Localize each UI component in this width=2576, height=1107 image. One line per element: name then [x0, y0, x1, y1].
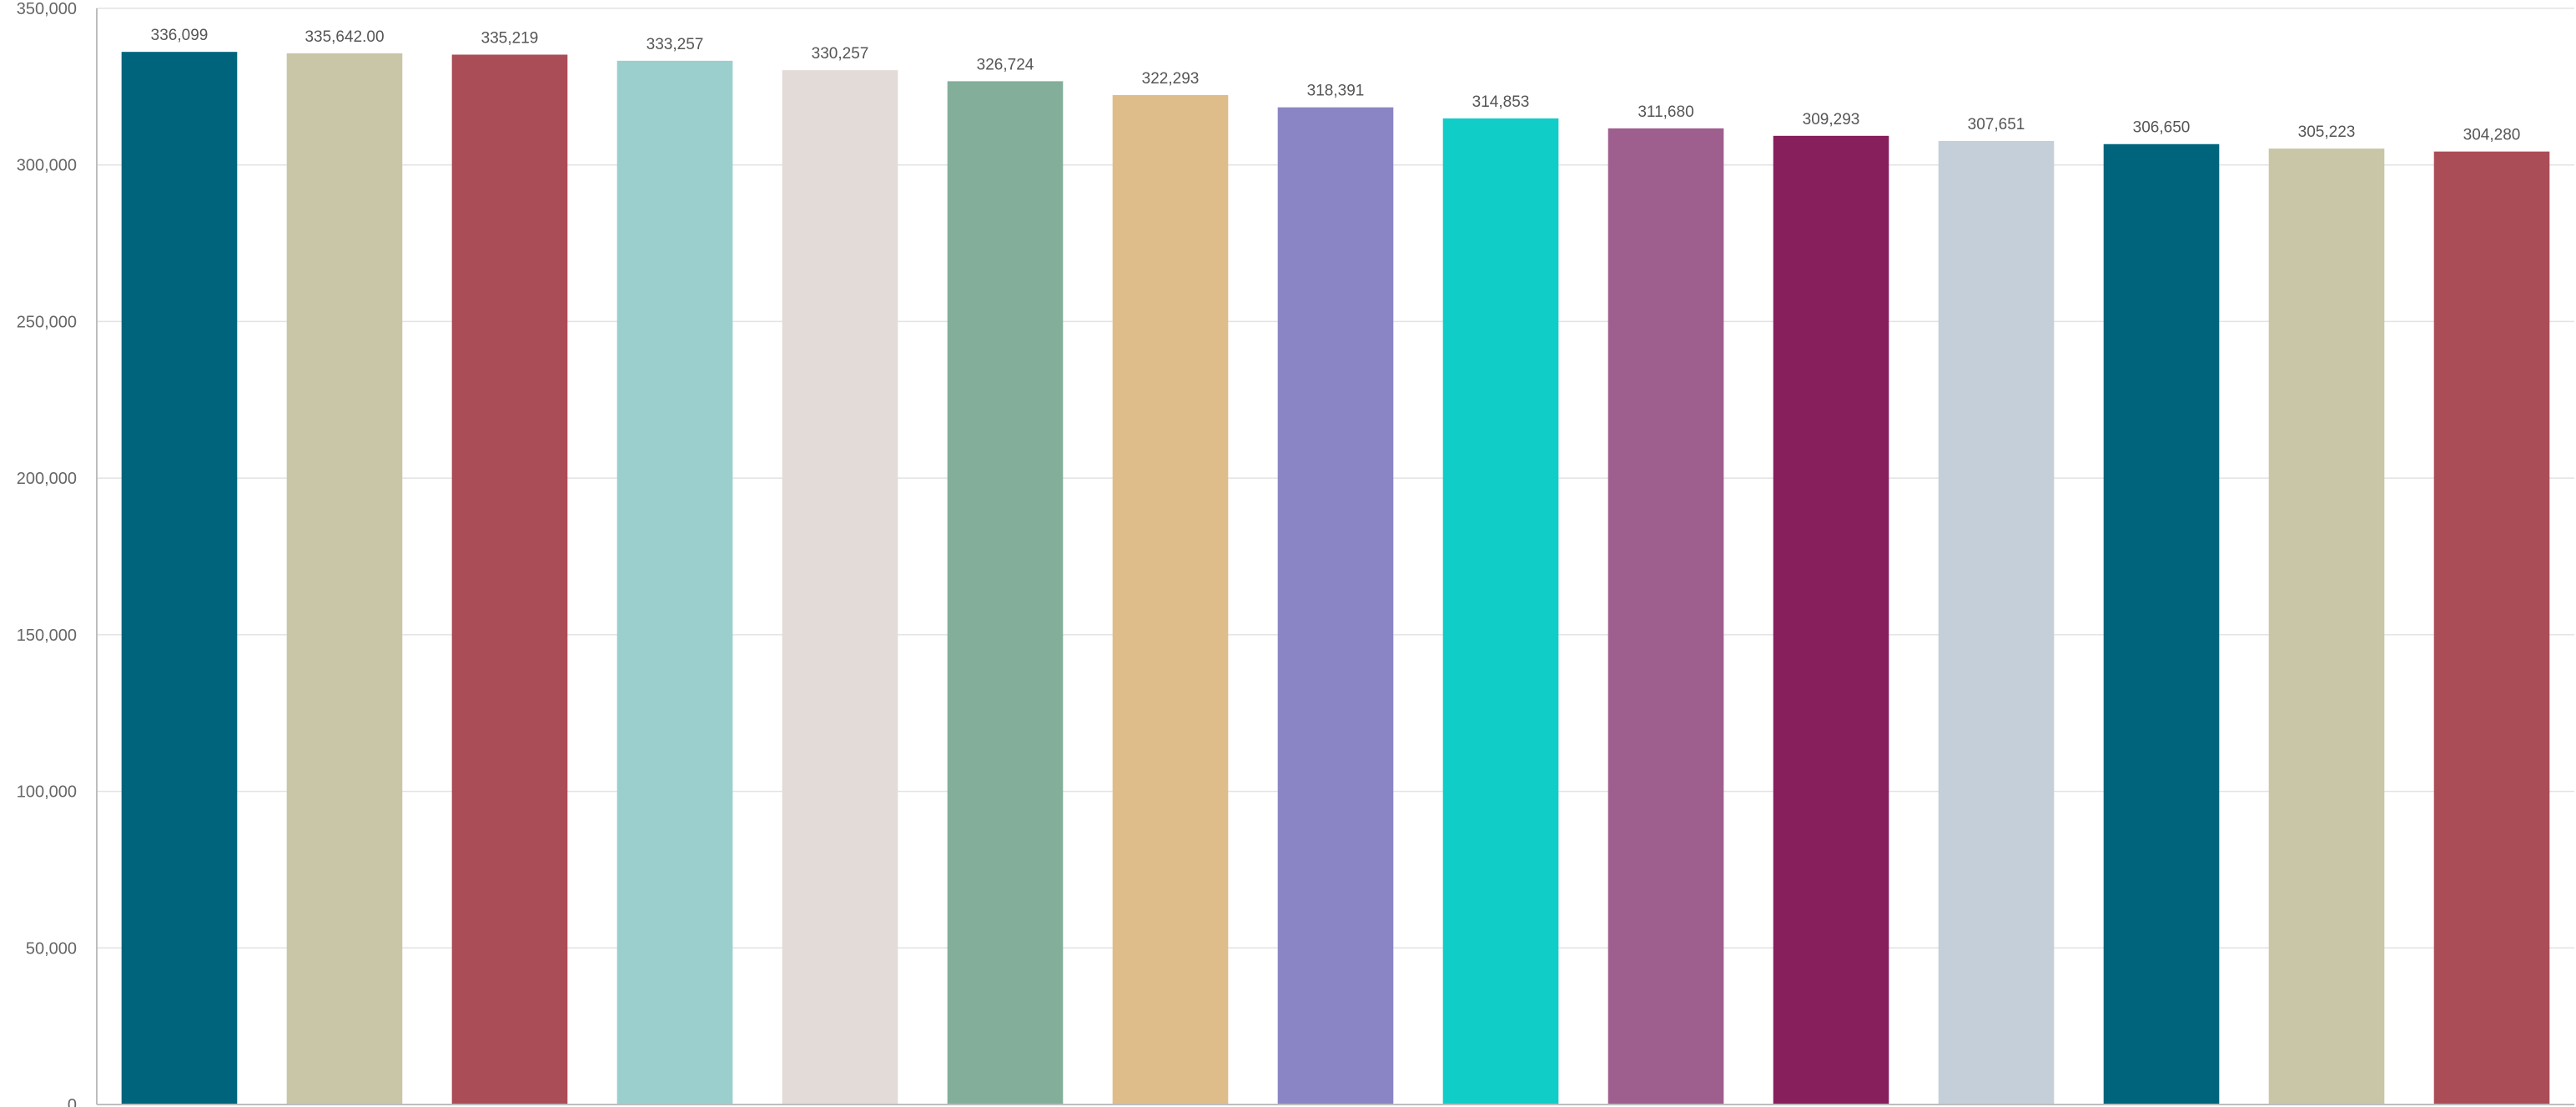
bar-value-label: 311,680	[1638, 103, 1693, 121]
bar-value-label: 333,257	[647, 36, 704, 53]
bar	[286, 53, 403, 1104]
y-tick-label: 200,000	[17, 470, 77, 488]
bar-value-label: 336,099	[151, 27, 209, 44]
bar-value-label: 330,257	[812, 45, 869, 63]
y-tick-label: 0	[68, 1096, 77, 1107]
bar-value-label: 335,219	[481, 29, 539, 47]
bar-value-label: 306,650	[2133, 119, 2191, 137]
y-tick-label: 350,000	[17, 0, 77, 18]
bar	[782, 70, 898, 1105]
bar-value-label: 314,853	[1472, 93, 1530, 111]
bar	[1442, 118, 1559, 1104]
bar	[1607, 128, 1724, 1104]
data-labels: 336,099 335,642.00 335,219 333,257 330,257 32…	[151, 27, 2521, 143]
y-axis: 0 50,000 100,000 150,000 200,000 250,000 300,0…	[17, 0, 77, 1107]
y-tick-label: 300,000	[17, 157, 77, 175]
bar	[947, 81, 1064, 1104]
bar-value-label: 318,391	[1307, 83, 1365, 100]
y-tick-label: 250,000	[17, 313, 77, 331]
bar	[1277, 107, 1394, 1105]
bar-value-label: 335,642.00	[304, 28, 384, 46]
bar-value-label: 322,293	[1142, 70, 1200, 88]
y-tick-label: 100,000	[17, 783, 77, 802]
bar-value-label: 304,280	[2463, 127, 2521, 144]
bar	[451, 54, 568, 1105]
bar	[2103, 143, 2220, 1104]
bar-value-label: 309,293	[1803, 111, 1860, 128]
y-tick-label: 150,000	[17, 626, 77, 645]
bar	[616, 60, 733, 1104]
bar-value-label: 326,724	[977, 56, 1034, 73]
bar-value-label: 305,223	[2298, 123, 2356, 141]
bars	[121, 52, 2550, 1105]
bar	[2433, 151, 2550, 1104]
bar	[1773, 135, 1889, 1105]
bar	[1938, 140, 2055, 1105]
bar	[121, 52, 238, 1104]
bar	[1112, 95, 1229, 1104]
y-tick-label: 50,000	[26, 939, 77, 958]
bar	[2268, 148, 2385, 1104]
bar-value-label: 307,651	[1968, 116, 2025, 133]
